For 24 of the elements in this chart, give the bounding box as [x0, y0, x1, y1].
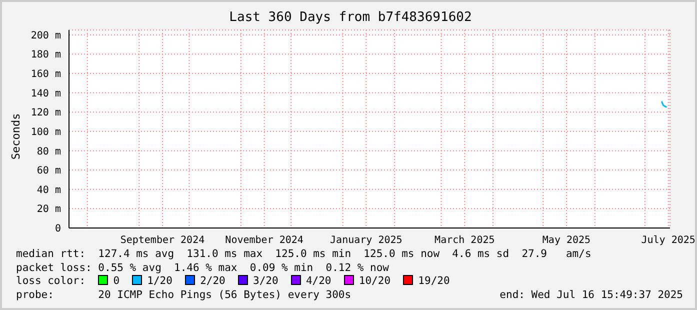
text: probe: 20 ICMP Echo Pings (56 Bytes) every 300s [16, 288, 352, 300]
chart-title: Last 360 Days from b7f483691602 [228, 10, 473, 25]
y-tick-label: 120 m [30, 108, 61, 119]
y-axis-title: Seconds [10, 113, 22, 160]
x-tick-label: November 2024 [225, 235, 304, 246]
x-tick-label: January 2025 [330, 235, 402, 246]
y-tick-label: 0 [54, 224, 61, 235]
x-tick-label: March 2025 [434, 235, 495, 246]
y-tick-label: 140 m [30, 88, 61, 100]
text: end: Wed Jul 16 15:49:37 2025 [500, 288, 683, 300]
y-tick-label: 80 m [36, 146, 61, 158]
text: median rtt: 127.4 ms avg 131.0 ms max 125.0 ms min 125.0 ms now 4.6 ms sd 27.9 am/s [16, 248, 592, 262]
y-tick-label: 180 m [30, 50, 61, 61]
x-tick-label: May 2025 [542, 235, 591, 246]
y-tick-label: 20 m [36, 204, 61, 216]
y-tick-label: 40 m [36, 184, 61, 196]
x-tick-label: July 2025 [641, 235, 696, 246]
y-tick-label: 160 m [30, 69, 61, 80]
y-tick-label: 60 m [36, 166, 61, 177]
text: loss color: 0 1/20 2/20 3/20 4/20 10/20 19/20 [16, 275, 450, 287]
y-tick-label: 200 m [30, 30, 61, 42]
text: packet loss: 0.55 % avg 1.46 % max 0.09 % min 0.12 % now [16, 262, 390, 275]
y-tick-label: 100 m [30, 126, 61, 138]
x-tick-label: September 2024 [120, 235, 205, 246]
